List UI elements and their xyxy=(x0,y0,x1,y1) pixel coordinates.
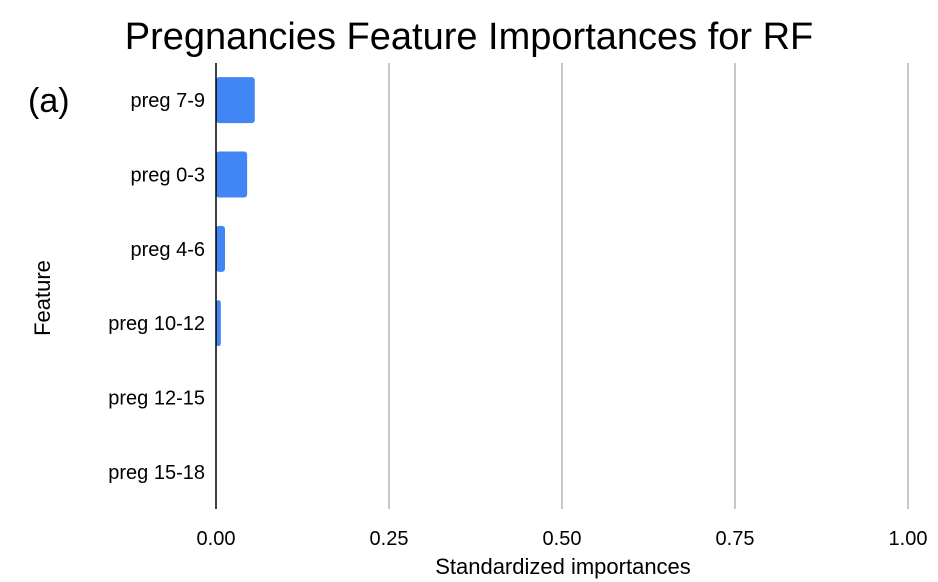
bars xyxy=(216,77,255,347)
x-tick-label: 1.00 xyxy=(889,528,928,550)
y-tick-label: preg 0-3 xyxy=(131,165,206,187)
gridlines xyxy=(388,63,909,509)
x-tick-label: 0.75 xyxy=(716,528,755,550)
y-tick-label: preg 15-18 xyxy=(108,462,205,484)
x-tick-label: 0.25 xyxy=(370,528,409,550)
chart-title: Pregnancies Feature Importances for RF xyxy=(125,16,814,58)
y-tick-label: preg 10-12 xyxy=(108,313,205,335)
x-axis-title: Standardized importances xyxy=(435,554,691,579)
bar-preg-4-6 xyxy=(216,225,225,272)
y-tick-labels: preg 7-9 preg 0-3 preg 4-6 preg 10-12 preg 1… xyxy=(108,90,205,484)
y-tick-label: preg 4-6 xyxy=(131,239,206,261)
bar-preg-7-9 xyxy=(216,77,255,124)
x-tick-labels: 0.00 0.25 0.50 0.75 1.00 xyxy=(197,528,928,550)
x-tick-label: 0.50 xyxy=(543,528,582,550)
y-axis-title: Feature xyxy=(30,260,55,336)
y-tick-label: preg 12-15 xyxy=(108,388,205,410)
x-tick-label: 0.00 xyxy=(197,528,236,550)
panel-label: (a) xyxy=(28,82,70,120)
bar-preg-10-12 xyxy=(216,300,221,347)
y-tick-label: preg 7-9 xyxy=(131,90,206,112)
bar-preg-0-3 xyxy=(216,151,248,198)
